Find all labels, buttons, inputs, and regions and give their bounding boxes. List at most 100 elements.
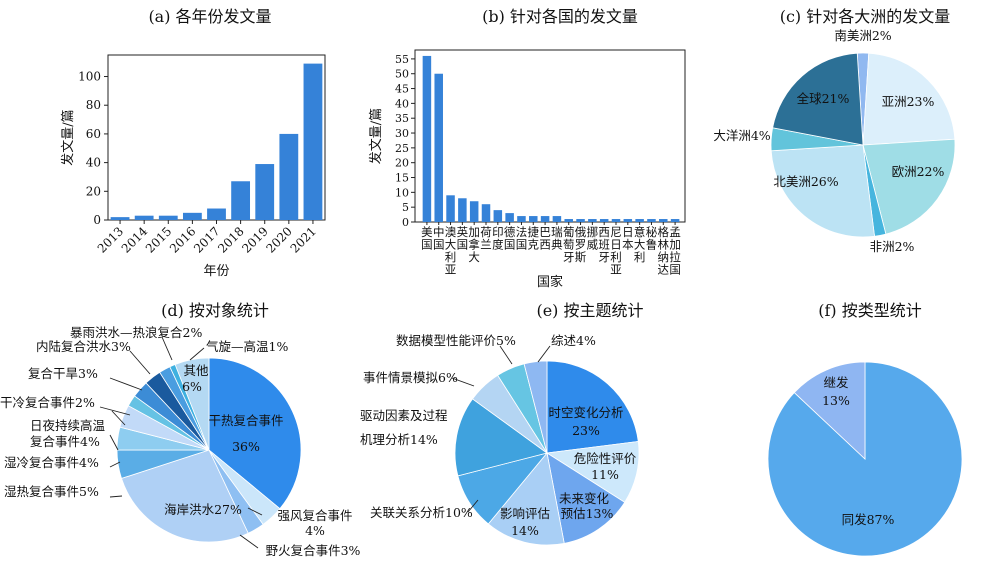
slice-label: 其他 <box>183 363 209 378</box>
pie-slice <box>174 357 210 451</box>
bar <box>670 219 680 222</box>
x-tick-label: 巴西 <box>539 225 551 252</box>
y-tick-label: 10 <box>395 186 409 199</box>
x-tick-label: 格林纳达 <box>658 225 670 277</box>
panel-a: (a) 各年份发文量 0 20 40 60 80 100 2013 2014 2015 2016 2… <box>0 0 340 290</box>
bar <box>659 219 668 222</box>
leader-line <box>99 406 131 416</box>
slice-label: 机理分析14% <box>360 432 438 447</box>
x-tick-label: 德国 <box>504 225 516 252</box>
x-tick-label: 瑞典 <box>551 225 563 252</box>
leader-line <box>111 410 126 426</box>
bar <box>434 73 443 222</box>
pie-slice <box>767 361 963 557</box>
pie-slice <box>454 398 548 477</box>
chart-f-svg: 同发87% 继发 13% <box>767 361 963 557</box>
slice-label: 欧洲22% <box>892 164 945 179</box>
x-tick-label: 印度 <box>492 225 504 252</box>
slice-label: 同发87% <box>842 512 895 527</box>
x-tick-label: 澳大利亚 <box>445 225 457 277</box>
pie-slice <box>862 138 956 235</box>
slice-label: 数据模型性能评价5% <box>396 333 516 348</box>
leader-line <box>451 377 475 387</box>
leader-line <box>109 461 121 468</box>
slice-label: 关联关系分析10% <box>370 505 473 520</box>
slice-label: 野火复合事件3% <box>266 543 361 558</box>
slice-label: 未来变化 <box>559 491 610 506</box>
x-tick-label: 俄罗斯 <box>575 225 587 264</box>
bar <box>529 216 538 222</box>
bar <box>458 198 467 222</box>
slice-label: 6% <box>182 379 202 394</box>
bar <box>158 215 178 220</box>
x-tick-label: 英国 <box>457 225 469 252</box>
x-tick-label: 意大利 <box>634 225 646 264</box>
leader-line <box>189 347 205 361</box>
panel-b: (b) 针对各国的发文量 0 5 10 15 20 25 30 35 40 45 50 55 美国 中国澳… <box>340 0 700 290</box>
bar <box>231 181 251 220</box>
panel-f: (f) 按类型统计 同发87% 继发 13% <box>740 290 1000 571</box>
x-tick-label: 2019 <box>239 224 270 255</box>
x-tick-label: 2017 <box>191 224 222 255</box>
x-tick-label: 2013 <box>95 224 126 255</box>
x-tick-label: 美国 <box>421 225 433 252</box>
chart-e-title: (e) 按主题统计 <box>536 301 644 320</box>
slice-label: 干冷复合事件2% <box>0 395 95 410</box>
slice-label: 复合事件4% <box>30 434 100 449</box>
slice-label: 全球21% <box>797 91 850 106</box>
leader-line <box>247 507 263 516</box>
chart-a-svg: 0 20 40 60 80 100 2013201420152016201720182019… <box>60 54 326 279</box>
x-tick-label: 捷克 <box>528 225 540 252</box>
slice-label: 内陆复合洪水3% <box>36 339 131 354</box>
pie-slice <box>772 52 864 146</box>
y-tick-label: 15 <box>395 172 409 185</box>
bar <box>207 208 226 220</box>
slice-label: 事件情景模拟6% <box>363 370 458 385</box>
bar <box>540 216 550 222</box>
x-tick-label: 西班牙 <box>598 225 610 264</box>
slice-label: 11% <box>591 467 619 482</box>
leader-line <box>499 345 513 365</box>
pie-slice <box>120 449 249 543</box>
y-tick-label: 5 <box>402 201 409 214</box>
slice-label: 13% <box>822 393 850 408</box>
bar <box>588 219 597 222</box>
chart-d-title: (d) 按对象统计 <box>161 301 269 320</box>
chart-c-title: (c) 针对各大洲的发文量 <box>779 7 951 26</box>
y-tick-label: 0 <box>402 216 409 229</box>
slice-label: 继发 <box>823 375 849 390</box>
slice-label: 气旋—高温1% <box>206 339 288 354</box>
y-tick-label: 80 <box>86 98 101 112</box>
leader-line <box>109 434 119 451</box>
plot-frame <box>414 49 686 223</box>
leader-line <box>161 336 173 361</box>
slice-label: 14% <box>511 523 539 538</box>
bar <box>134 215 154 220</box>
x-axis-label: 国家 <box>537 274 563 290</box>
bar <box>599 219 609 222</box>
bar <box>303 63 323 220</box>
leader-line <box>129 350 151 375</box>
slice-label: 综述4% <box>551 333 596 348</box>
y-tick-label: 55 <box>395 53 409 66</box>
x-tick-label: 2018 <box>215 224 246 255</box>
slice-label: 强风复合事件 <box>277 508 352 523</box>
x-tick-label: 2015 <box>143 224 174 255</box>
slice-label: 暴雨洪水—热浪复合2% <box>70 325 202 340</box>
slice-label: 影响评估 <box>500 506 550 521</box>
y-tick-label: 100 <box>78 70 101 84</box>
x-tick-label: 2016 <box>167 224 198 255</box>
slice-label: 南美洲2% <box>834 28 891 43</box>
x-tick-label: 2020 <box>263 224 294 255</box>
bar <box>564 219 573 222</box>
slice-label: 湿冷复合事件4% <box>4 455 99 470</box>
x-tick-label: 2014 <box>119 224 151 256</box>
x-tick-label: 加拿大 <box>468 225 480 264</box>
chart-b-svg: 0510152025303540455055美国中国澳大利亚英国加拿大荷兰印度德… <box>368 49 686 290</box>
y-tick-label: 50 <box>395 68 409 81</box>
x-tick-label: 葡萄牙 <box>563 225 575 264</box>
slice-label: 非洲2% <box>870 239 915 254</box>
slice-label: 海岸洪水27% <box>164 502 242 517</box>
bar <box>110 217 130 220</box>
